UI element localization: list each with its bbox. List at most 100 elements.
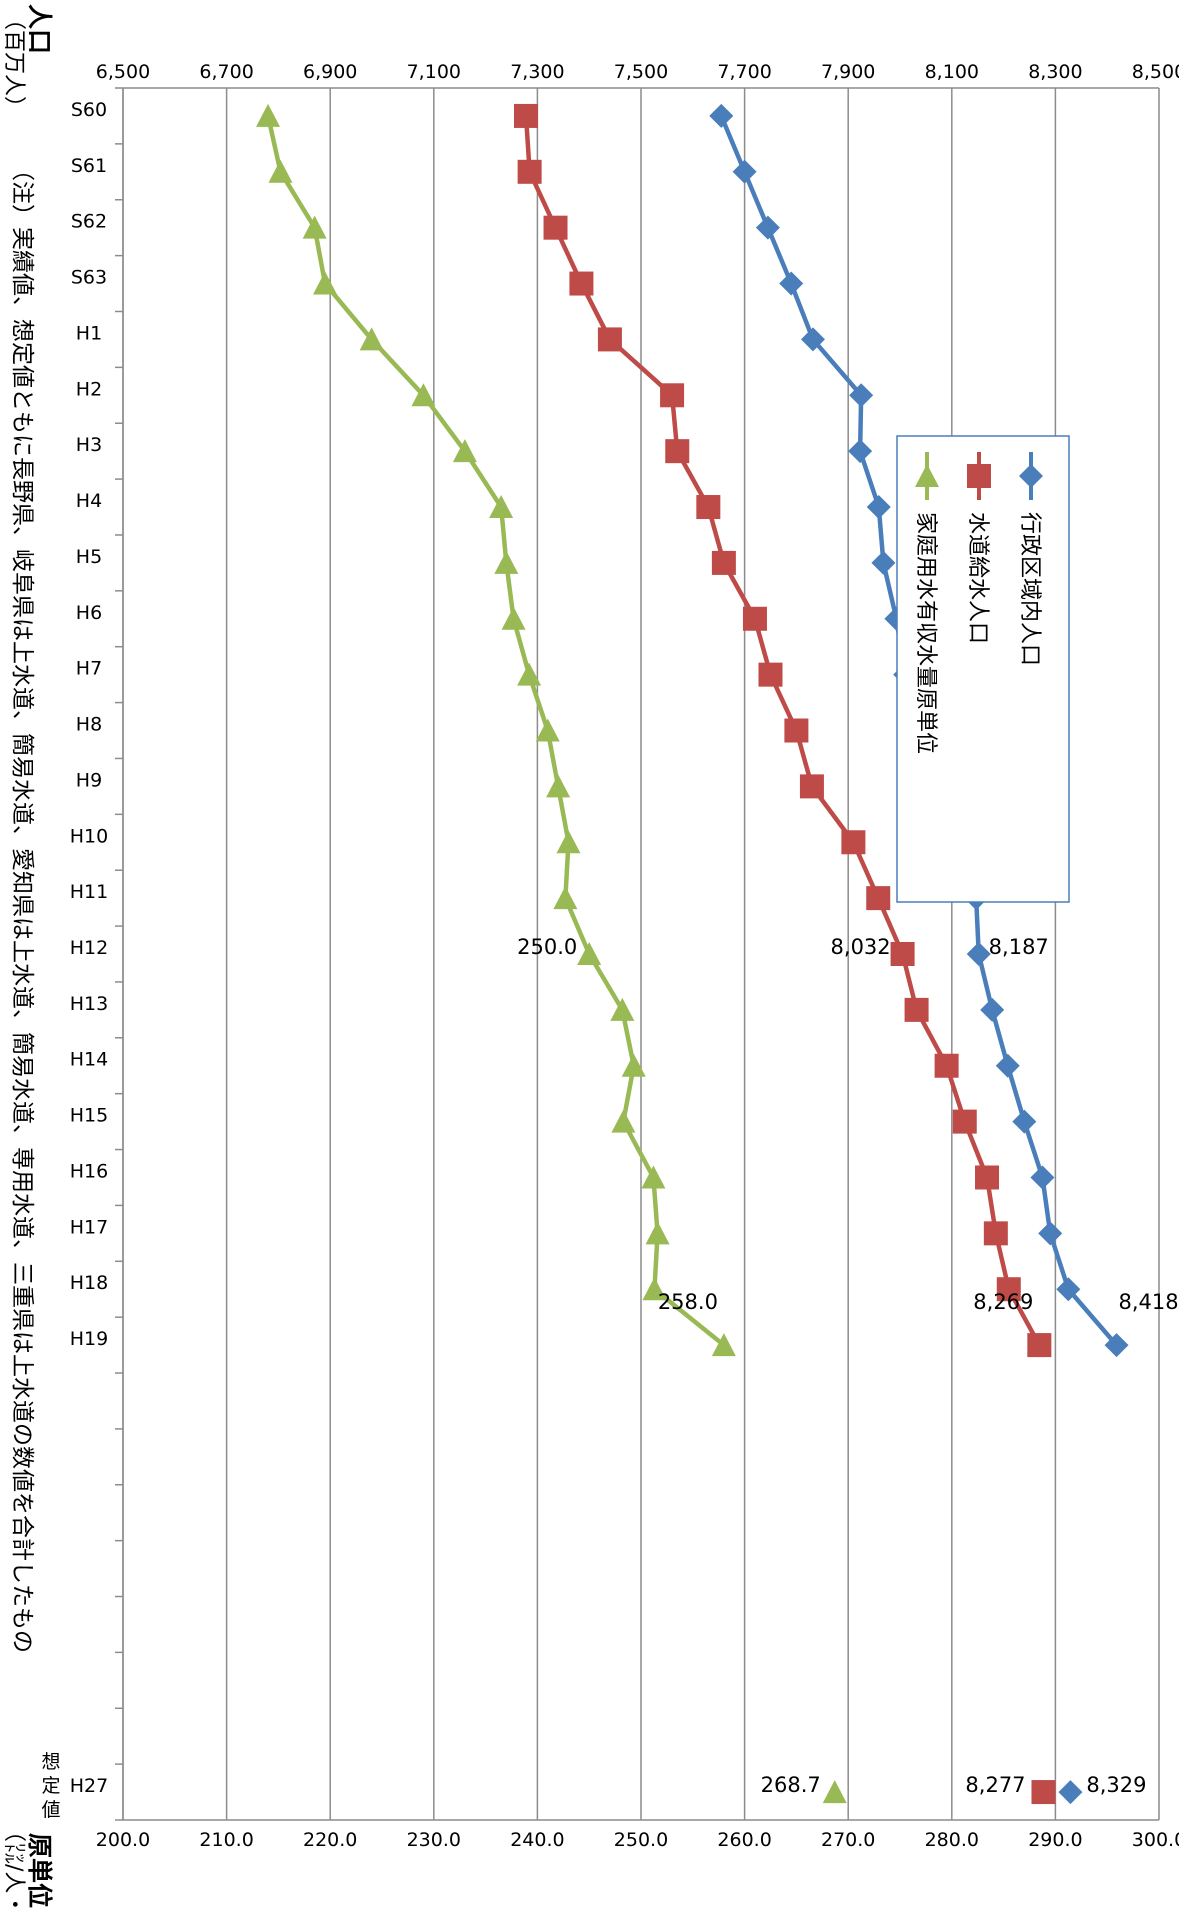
marker-square (904, 997, 929, 1022)
legend-items: 行政区域内人口 水道給水人口 家庭用水有収水量原単位 (913, 452, 1043, 754)
marker-square (975, 1165, 1000, 1190)
marker-triangle (645, 1221, 670, 1245)
right-tick-label: 230.0 (407, 1829, 461, 1851)
marker-triangle (489, 495, 514, 519)
estimate-note-char: 値 (41, 1799, 60, 1821)
footnote: （注）実績値、想定値ともに長野県、岐阜県は上水道、簡易水道、愛知県は上水道、簡易… (9, 158, 35, 1653)
left-axis-unit: （百万人） (1, 8, 26, 118)
estimate-note-char: 定 (41, 1775, 60, 1797)
marker-triangle (535, 718, 560, 742)
right-tick-label: 270.0 (821, 1829, 875, 1851)
data-label: 8,032 (831, 935, 891, 959)
x-tick-label: H27 (70, 1775, 108, 1797)
left-tick-label: 7,300 (510, 61, 564, 83)
marker-triangle (268, 159, 293, 183)
x-tick-label: H12 (70, 937, 108, 959)
x-tick-label: S63 (71, 267, 107, 289)
marker-square (597, 327, 622, 352)
data-label: 250.0 (517, 935, 577, 959)
x-tick-label: H3 (76, 434, 102, 456)
marker-diamond (1019, 464, 1043, 488)
marker-square (665, 439, 690, 464)
marker-square (996, 1277, 1021, 1302)
marker-triangle (411, 383, 436, 407)
right-axis-unit: （㍑/人・日） (1, 1820, 26, 1914)
x-tick-label: H1 (76, 322, 102, 344)
marker-diamond (966, 942, 991, 966)
left-tick-label: 8,300 (1028, 61, 1082, 83)
marker-triangle (501, 606, 526, 630)
x-tick-label: S62 (71, 211, 107, 233)
marker-triangle (915, 464, 939, 487)
marker-triangle (359, 327, 384, 351)
x-tick-label: H13 (70, 993, 108, 1015)
marker-square (517, 159, 542, 184)
marker-square (866, 886, 891, 911)
data-label: 268.7 (761, 1773, 821, 1797)
marker-square (952, 1109, 977, 1134)
right-tick-label: 220.0 (303, 1829, 357, 1851)
x-tick-label: S60 (71, 99, 107, 121)
x-tick-label: H14 (70, 1049, 108, 1071)
marker-diamond (755, 215, 780, 240)
right-tick-label: 290.0 (1028, 1829, 1082, 1851)
marker-triangle (611, 1109, 636, 1133)
x-tick-label: H2 (76, 378, 102, 400)
left-tick-label: 7,700 (717, 61, 771, 83)
marker-triangle (711, 1333, 736, 1357)
marker-square (1031, 1780, 1056, 1805)
marker-square (742, 606, 767, 631)
x-tick-label: H19 (70, 1328, 108, 1350)
marker-triangle (452, 439, 477, 463)
left-tick-label: 6,700 (199, 61, 253, 83)
marker-square (543, 215, 568, 240)
marker-diamond (779, 271, 804, 296)
right-tick-label: 280.0 (925, 1829, 979, 1851)
data-label: 8,269 (973, 1290, 1033, 1314)
marker-square (799, 774, 824, 799)
marker-square (696, 495, 721, 520)
left-tick-label: 7,900 (821, 61, 875, 83)
marker-triangle (556, 830, 581, 854)
series-line (265, 115, 726, 1347)
marker-diamond (995, 1053, 1020, 1078)
marker-triangle (553, 886, 578, 910)
left-axis-title: 人口 (25, 4, 54, 54)
marker-triangle (610, 997, 635, 1021)
marker-diamond (871, 550, 896, 575)
data-label: 8,277 (965, 1773, 1025, 1797)
marker-diamond (1012, 1109, 1037, 1134)
data-label: 8,418 (1118, 1290, 1178, 1314)
x-tick-label: H4 (76, 490, 102, 512)
left-tick-label: 7,100 (407, 61, 461, 83)
x-tick-label: H15 (70, 1105, 108, 1127)
marker-triangle (577, 942, 602, 965)
right-axis-title: 原単位 (25, 1833, 54, 1908)
right-tick-label: 240.0 (510, 1829, 564, 1851)
marker-diamond (709, 103, 734, 128)
marker-diamond (866, 495, 891, 520)
marker-triangle (494, 550, 519, 574)
marker-square (1027, 1333, 1052, 1358)
data-label: 258.0 (658, 1290, 718, 1314)
x-tick-label: H17 (70, 1216, 108, 1238)
axes: 6,500 6,700 6,900 7,100 7,300 7,500 7,700 7,900… (41, 61, 1179, 1851)
legend-label: 行政区域内人口 (1017, 512, 1042, 666)
marker-triangle (313, 271, 338, 295)
left-tick-label: 7,500 (614, 61, 668, 83)
marker-triangle (256, 103, 281, 127)
right-tick-label: 250.0 (614, 1829, 668, 1851)
marker-square (784, 718, 809, 743)
x-tick-label: H6 (76, 602, 102, 624)
x-tick-label: H9 (76, 769, 102, 791)
x-tick-label: H11 (70, 881, 108, 903)
left-tick-label: 8,100 (925, 61, 979, 83)
legend: 行政区域内人口 水道給水人口 家庭用水有収水量原単位 (896, 435, 1070, 903)
marker-diamond (980, 997, 1005, 1022)
marker-diamond (800, 327, 825, 352)
marker-square (514, 103, 539, 128)
marker-diamond (1030, 1165, 1055, 1190)
